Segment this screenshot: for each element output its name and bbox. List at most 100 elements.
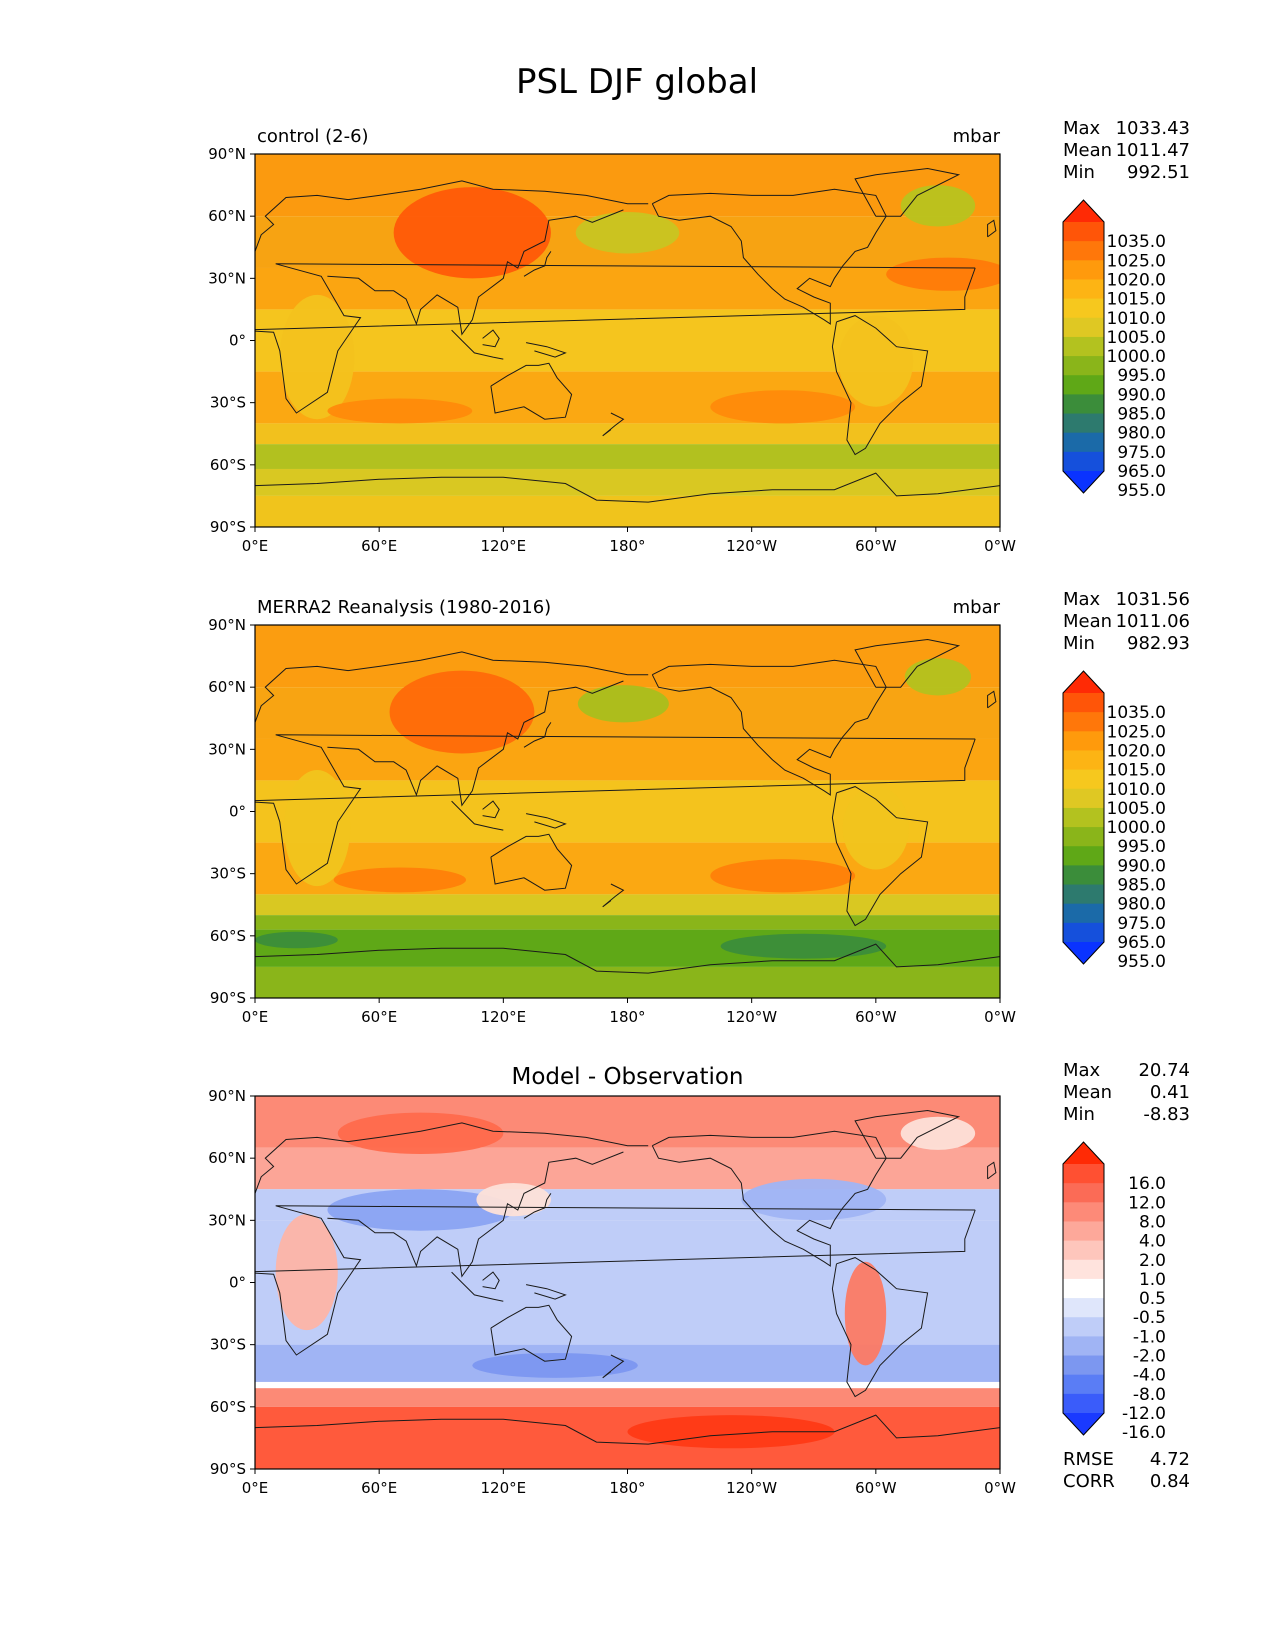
field-band (255, 625, 1000, 688)
field-blob (279, 294, 355, 420)
map-field-control (255, 154, 1000, 527)
colorbar-label: 975.0 (1117, 914, 1166, 934)
coastline (255, 734, 976, 885)
coastline (602, 883, 625, 908)
colorbar-segment (1063, 298, 1104, 319)
field-band (255, 423, 1000, 445)
colorbar-segment (1063, 260, 1104, 280)
field-blob (886, 257, 1000, 291)
colorbar-segment (1063, 846, 1104, 866)
field-blob (575, 212, 680, 254)
colorbar-segment (1063, 865, 1104, 886)
colorbar-extend-bottom (1063, 942, 1104, 964)
colorbar-segment (1063, 1355, 1104, 1376)
y-tick-label: 30°N (208, 269, 246, 287)
x-tick-label: 180° (609, 1479, 645, 1497)
coastline (526, 1284, 567, 1300)
colorbar-label: 965.0 (1117, 933, 1166, 953)
colorbar-label: 975.0 (1117, 443, 1166, 463)
colorbar-outline (1062, 1141, 1105, 1436)
field-blob (389, 670, 535, 754)
colorbar-label: 0.5 (1139, 1289, 1166, 1309)
coastline (255, 472, 1000, 503)
colorbar-label: -4.0 (1133, 1366, 1166, 1386)
colorbar-segment (1063, 693, 1104, 713)
colorbar: 1035.01025.01020.01015.01010.01005.01000… (1062, 670, 1166, 972)
x-tick-label: 60°W (855, 1008, 897, 1026)
colorbar-extend-bottom (1063, 471, 1104, 493)
field-blob (327, 1189, 514, 1231)
y-tick-label: 90°S (210, 1460, 246, 1478)
y-tick-label: 30°N (208, 740, 246, 758)
x-tick-label: 60°E (361, 537, 397, 555)
y-tick-label: 60°S (210, 1398, 246, 1416)
map-field-diff (255, 1096, 1000, 1469)
colorbar-segment (1063, 750, 1104, 771)
figure-title: PSL DJF global (516, 62, 758, 102)
stat-label-mean: Mean (1063, 611, 1112, 632)
field-blob (741, 1178, 887, 1221)
field-band (255, 1147, 1000, 1190)
colorbar: 16.012.08.04.02.01.00.5-0.5-1.0-2.0-4.0-… (1062, 1141, 1166, 1443)
colorbar-segment (1063, 807, 1104, 828)
stat-value-min: -8.83 (1143, 1104, 1190, 1125)
colorbar-segment (1063, 1278, 1104, 1299)
colorbar-label: 980.0 (1117, 895, 1166, 915)
y-tick-label: 90°N (208, 145, 246, 163)
stat-label-min: Min (1063, 162, 1095, 183)
colorbar-segment (1063, 731, 1104, 751)
panel-units: mbar (953, 126, 1001, 147)
colorbar-label: 1000.0 (1107, 818, 1166, 838)
x-tick-label: 180° (609, 537, 645, 555)
field-band (255, 444, 1000, 469)
colorbar-label: -1.0 (1133, 1327, 1166, 1347)
x-tick-label: 0°E (242, 1008, 269, 1026)
coastline (327, 680, 624, 807)
field-blob (333, 867, 467, 893)
colorbar-segment (1063, 1221, 1104, 1242)
colorbar-label: 1025.0 (1107, 722, 1166, 742)
field-blob (900, 185, 976, 227)
colorbar-label: 2.0 (1139, 1251, 1166, 1271)
stat-label-corr: CORR (1063, 1471, 1115, 1492)
y-tick-label: 60°N (208, 207, 246, 225)
field-blob (838, 315, 914, 407)
x-tick-label: 120°E (481, 1008, 527, 1026)
x-tick-label: 60°E (361, 1479, 397, 1497)
colorbar-segment (1063, 413, 1104, 434)
field-band (255, 468, 1000, 496)
field-blob (710, 859, 856, 893)
x-tick-label: 120°E (481, 1479, 527, 1497)
colorbar-label: 1015.0 (1107, 761, 1166, 781)
coastline (490, 1304, 573, 1362)
colorbar-segment (1063, 317, 1104, 338)
colorbar-segment (1063, 222, 1104, 242)
colorbar-label: 980.0 (1117, 424, 1166, 444)
coastline (255, 1122, 649, 1194)
field-blob (393, 187, 551, 279)
colorbar-segment (1063, 1317, 1104, 1337)
y-tick-label: 0° (229, 1274, 246, 1292)
coastline (523, 722, 552, 748)
colorbar-segment (1063, 451, 1104, 472)
field-band (255, 495, 1000, 527)
coastline (482, 1271, 500, 1290)
stat-value-mean: 1011.47 (1116, 140, 1190, 161)
colorbar-segment (1063, 336, 1104, 357)
colorbar-label: 1020.0 (1107, 741, 1166, 761)
stat-label-min: Min (1063, 1104, 1095, 1125)
x-tick-label: 180° (609, 1008, 645, 1026)
field-blob (476, 1183, 551, 1217)
field-band (255, 1381, 1000, 1389)
coastline (602, 1354, 625, 1379)
y-tick-label: 90°S (210, 518, 246, 536)
coastline (526, 813, 567, 829)
x-tick-label: 120°W (726, 537, 777, 555)
stat-value-min: 982.93 (1127, 633, 1190, 654)
coastline (854, 1109, 961, 1159)
colorbar-extend-top (1063, 671, 1104, 693)
colorbar-label: 16.0 (1128, 1174, 1166, 1194)
field-band (255, 267, 1000, 310)
colorbar-label: 985.0 (1117, 405, 1166, 425)
